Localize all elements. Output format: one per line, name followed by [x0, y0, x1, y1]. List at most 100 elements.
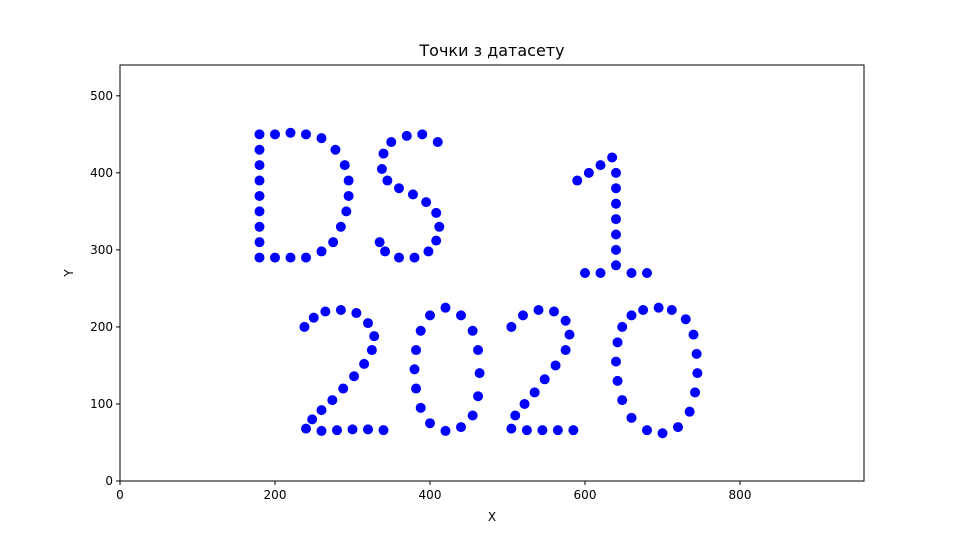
data-point	[626, 310, 637, 321]
data-point	[617, 321, 628, 332]
data-point	[456, 310, 466, 321]
data-point	[425, 310, 435, 321]
data-point	[467, 410, 478, 421]
data-point	[254, 206, 265, 217]
data-point	[653, 302, 664, 313]
data-point	[270, 252, 280, 263]
data-point	[343, 190, 354, 201]
data-point	[521, 425, 532, 436]
data-point	[316, 133, 327, 144]
data-point	[432, 137, 443, 148]
data-point	[626, 268, 637, 278]
data-point	[666, 304, 677, 315]
data-point	[366, 345, 377, 356]
data-point	[349, 371, 360, 382]
x-tick-label: 400	[419, 488, 442, 502]
data-point	[506, 321, 517, 332]
data-point	[611, 183, 621, 194]
data-point	[376, 164, 387, 174]
data-point	[560, 315, 571, 326]
data-point	[673, 422, 683, 433]
x-tick-label: 600	[574, 488, 597, 502]
scatter-points	[254, 127, 703, 439]
data-point	[684, 406, 695, 417]
data-point	[407, 189, 418, 200]
data-point	[529, 387, 540, 398]
data-point	[363, 424, 373, 435]
data-point	[369, 331, 380, 342]
data-point	[425, 418, 435, 429]
data-point	[568, 425, 579, 436]
data-point	[411, 383, 422, 394]
data-point	[595, 160, 606, 171]
data-point	[378, 425, 389, 436]
data-point	[301, 129, 311, 140]
data-point	[335, 221, 346, 232]
data-point	[612, 375, 623, 386]
data-point	[611, 356, 621, 367]
y-tick-label: 0	[105, 474, 113, 488]
y-tick-label: 400	[90, 166, 113, 180]
data-point	[473, 345, 484, 356]
y-tick-label: 300	[90, 243, 113, 257]
data-point	[456, 422, 466, 433]
data-point	[518, 310, 528, 321]
data-point	[560, 345, 571, 356]
data-point	[506, 423, 517, 434]
data-point	[386, 137, 397, 148]
data-point	[374, 237, 385, 248]
data-point	[611, 214, 621, 225]
data-point	[434, 221, 445, 232]
data-point	[316, 405, 327, 416]
data-point	[359, 358, 370, 369]
y-axis-ticks: 0 100 200 300 400 500	[90, 89, 120, 488]
data-point	[320, 306, 331, 317]
data-point	[692, 368, 703, 379]
data-point	[254, 190, 265, 201]
data-point	[580, 268, 590, 278]
data-point	[327, 395, 338, 406]
data-point	[611, 198, 621, 209]
data-point	[612, 337, 623, 348]
data-point	[382, 175, 393, 186]
data-point	[308, 312, 319, 323]
data-point	[690, 387, 701, 398]
data-point	[328, 237, 339, 248]
data-point	[550, 360, 561, 371]
plot-area	[119, 64, 865, 482]
data-point	[611, 167, 621, 178]
data-point	[316, 246, 327, 257]
data-point	[401, 130, 412, 141]
x-tick-label: 0	[116, 488, 124, 502]
data-point	[415, 325, 426, 336]
data-point	[549, 306, 559, 317]
data-point	[611, 260, 621, 271]
data-point	[611, 229, 621, 240]
data-point	[474, 368, 485, 379]
data-point	[307, 414, 318, 425]
y-tick-label: 500	[90, 89, 113, 103]
data-point	[330, 144, 341, 155]
data-point	[254, 221, 265, 232]
data-point	[347, 424, 358, 435]
y-tick-label: 100	[90, 397, 113, 411]
chart-title: Точки з датасету	[418, 41, 564, 60]
data-point	[431, 207, 442, 218]
data-point	[301, 423, 311, 434]
data-point	[343, 175, 354, 186]
data-point	[642, 425, 652, 436]
data-point	[467, 325, 478, 336]
x-tick-label: 800	[729, 488, 752, 502]
data-point	[380, 246, 391, 257]
data-point	[611, 244, 621, 255]
data-point	[409, 364, 420, 375]
data-point	[254, 252, 265, 263]
data-point	[254, 175, 265, 186]
data-point	[421, 197, 432, 208]
data-point	[270, 129, 280, 140]
data-point	[285, 252, 296, 263]
data-point	[440, 425, 451, 436]
data-point	[680, 314, 691, 325]
data-point	[363, 318, 373, 329]
data-point	[533, 304, 544, 315]
